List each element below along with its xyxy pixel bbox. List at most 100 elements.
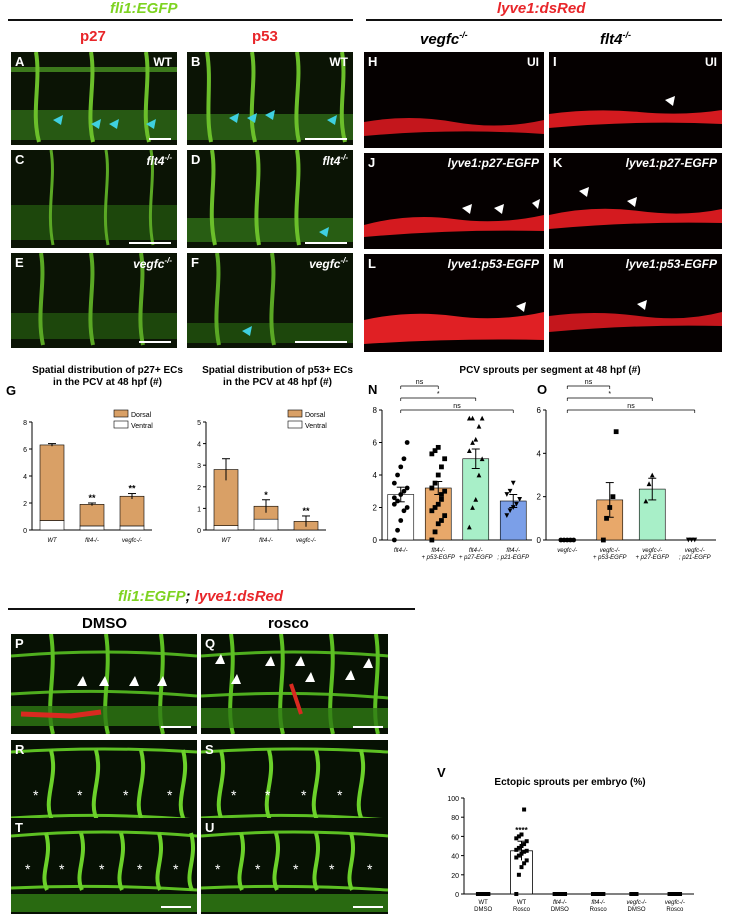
panel-J-tag: lyve1:p27-EGFP <box>447 156 539 170</box>
significance-label: * <box>437 391 440 398</box>
significance-label: ns <box>627 403 635 410</box>
svg-text:*: * <box>137 861 143 877</box>
data-point <box>479 415 485 421</box>
significance-label: **** <box>515 826 528 835</box>
y-tick-label: 8 <box>23 420 27 427</box>
data-point <box>613 429 619 435</box>
scale-bar <box>305 138 347 140</box>
data-point <box>689 537 694 543</box>
significance-label: ns <box>585 379 593 386</box>
data-point <box>563 892 568 896</box>
bar <box>424 487 452 541</box>
x-tick-label: flt4-/- <box>259 538 273 544</box>
x-tick-label: vegfc-/- <box>122 538 142 544</box>
legend-label: Ventral <box>131 423 153 430</box>
data-point <box>524 848 529 853</box>
panel-M-label: M <box>553 256 564 271</box>
data-point <box>510 480 516 486</box>
data-point <box>476 472 482 478</box>
data-point <box>435 472 441 478</box>
data-point <box>470 415 475 421</box>
scale-bar <box>161 726 191 728</box>
panel-M-tag: lyve1:p53-EGFP <box>625 257 717 271</box>
chart-n: 0 2 4 6 8 flt4-/- flt4-/-+ p53-EGFP flt4-/-+ p2… <box>373 379 532 561</box>
data-point <box>675 892 680 896</box>
scale-bar <box>129 242 171 244</box>
svg-text:*: * <box>123 787 129 803</box>
bar-segment <box>39 520 65 531</box>
panel-B-image <box>187 52 353 143</box>
svg-text:*: * <box>77 787 83 803</box>
panel-F-image <box>187 253 353 346</box>
panel-D: D flt4-/- <box>187 150 353 248</box>
panel-I-tag: UI <box>705 55 717 69</box>
data-point <box>395 527 400 533</box>
x-tick-label: flt4-/-DMSO <box>551 900 569 913</box>
significance-label: * <box>264 490 268 500</box>
scale-bar <box>353 906 383 908</box>
y-tick-label: 0 <box>537 536 542 545</box>
panel-U: * * * * * U <box>201 818 388 914</box>
x-tick-label: flt4-/- <box>85 538 99 544</box>
data-point <box>442 456 448 462</box>
y-tick-label: 6 <box>23 447 27 454</box>
data-point <box>435 521 441 527</box>
data-point <box>524 839 529 844</box>
panel-B: B WT <box>187 52 353 145</box>
x-tick-label: WT Rosco <box>513 900 531 913</box>
data-point <box>557 892 562 896</box>
panel-I: I UI <box>549 52 722 148</box>
data-point <box>483 892 488 896</box>
y-tick-label: 2 <box>373 504 378 513</box>
data-point <box>590 892 595 896</box>
data-point <box>600 537 606 543</box>
data-point <box>507 488 513 494</box>
data-point <box>479 456 485 462</box>
panel-C-tag: flt4-/- <box>146 153 172 168</box>
data-point <box>398 492 404 497</box>
panel-K-label: K <box>553 155 563 170</box>
data-point <box>481 892 486 896</box>
data-point <box>398 464 404 470</box>
data-point <box>670 892 675 896</box>
fli1-header: fli1:EGFP <box>110 0 178 17</box>
data-point <box>432 480 438 486</box>
panel-L-image <box>364 302 544 344</box>
chart-v: 0 20 40 60 80 100 WT DMSO **** WT Rosco flt4-/-DMSO… <box>447 796 694 913</box>
x-tick-label: flt4-/- <box>394 548 408 554</box>
data-point <box>401 456 407 462</box>
data-point <box>429 451 435 457</box>
x-tick-label: vegfc-/-+ p53-EGFP <box>593 548 627 561</box>
panel-F-tag: vegfc-/- <box>309 256 348 271</box>
data-point <box>643 498 649 504</box>
data-point <box>476 423 482 429</box>
y-tick-label: 0 <box>455 892 459 899</box>
data-point <box>466 448 472 454</box>
panel-P-image <box>11 634 197 734</box>
bar-segment <box>39 444 65 521</box>
svg-text:*: * <box>301 787 307 803</box>
panel-K-image <box>549 187 722 229</box>
data-point <box>634 892 639 896</box>
y-tick-label: 40 <box>451 854 459 861</box>
svg-text:*: * <box>173 861 179 877</box>
x-tick-label: vegfc-/-Rosco <box>665 900 685 913</box>
panel-Q-label: Q <box>205 636 216 651</box>
data-point <box>522 842 527 847</box>
x-tick-label: flt4-/-Rosco <box>590 900 608 913</box>
data-point <box>552 892 557 896</box>
x-tick-label: vegfc-/-DMSO <box>626 900 646 913</box>
chart-g1: 0 2 4 6 8 WT ** flt4-/- ** vegfc-/- Dorsal Ventral <box>23 409 153 544</box>
y-tick-label: 2 <box>537 493 542 502</box>
data-point <box>522 807 527 812</box>
data-point <box>631 892 636 896</box>
chart-o: 0 2 4 6 vegfc-/- vegfc-/-+ p53-EGFP vegfc-/-+ … <box>537 379 716 561</box>
legend-label: Dorsal <box>305 412 326 419</box>
panel-T-label: T <box>15 820 23 835</box>
data-point <box>610 494 616 500</box>
y-tick-label: 1 <box>197 506 201 513</box>
y-tick-label: 4 <box>537 449 542 458</box>
col-header-flt4: flt4-/- <box>600 30 631 48</box>
data-point <box>439 496 444 502</box>
svg-text:*: * <box>99 861 105 877</box>
